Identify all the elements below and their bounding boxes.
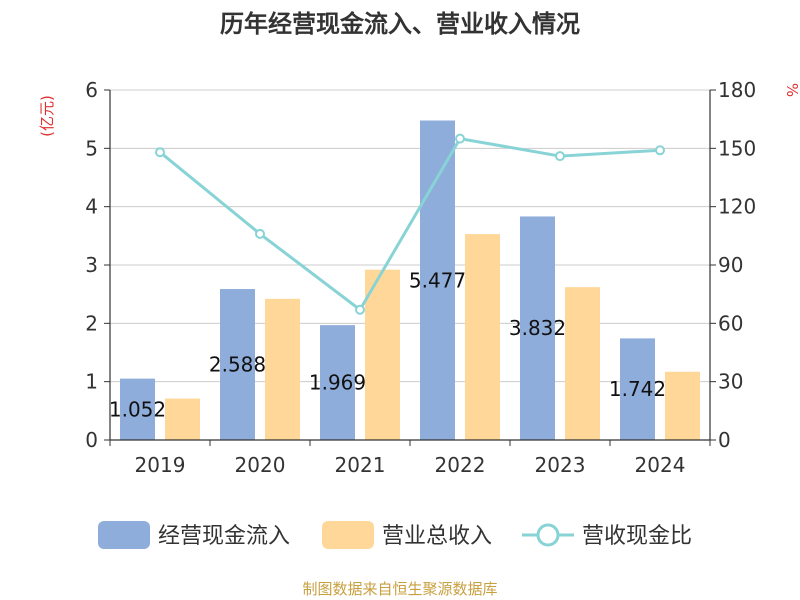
x-tick-label: 2024 — [635, 453, 686, 477]
y-left-tick-label: 1 — [85, 370, 98, 394]
y-left-tick-label: 2 — [85, 311, 98, 335]
x-tick-label: 2022 — [435, 453, 486, 477]
y-left-tick-label: 4 — [85, 195, 98, 219]
legend-label: 经营现金流入 — [158, 524, 290, 549]
bar-cash-inflow — [320, 325, 355, 440]
x-tick-label: 2019 — [135, 453, 186, 477]
bar-cash-inflow — [520, 216, 555, 440]
line-point — [555, 151, 565, 162]
y-right-tick-label: 0 — [718, 428, 731, 452]
chart-title: 历年经营现金流入、营业收入情况 — [220, 10, 580, 38]
line-point — [455, 133, 465, 144]
bar-revenue — [365, 269, 400, 440]
source-note: 制图数据来自恒生聚源数据库 — [302, 580, 497, 598]
y-left-tick-label: 3 — [85, 253, 98, 277]
legend-label: 营收现金比 — [582, 524, 692, 549]
y-left-tick-label: 5 — [85, 136, 98, 160]
y-right-tick-label: 150 — [718, 136, 756, 160]
bar-revenue — [165, 398, 200, 440]
y-right-tick-label: 60 — [718, 311, 743, 335]
y-right-tick-label: 180 — [718, 78, 756, 102]
legend-swatch — [98, 521, 150, 549]
x-tick-label: 2023 — [535, 453, 586, 477]
data-label: 1.969 — [309, 371, 366, 395]
line-point — [355, 304, 365, 315]
y-right-unit: % — [783, 83, 800, 97]
line-point — [655, 145, 665, 156]
data-label: 3.832 — [509, 316, 566, 340]
line-point — [255, 228, 265, 239]
bar-cash-inflow — [120, 378, 155, 440]
data-label: 1.052 — [109, 397, 166, 421]
y-left-tick-label: 0 — [85, 428, 98, 452]
x-tick-label: 2020 — [235, 453, 286, 477]
bar-revenue — [465, 234, 500, 440]
line-point — [155, 147, 165, 158]
line-cash-revenue-ratio — [159, 136, 661, 312]
y-right-tick-label: 120 — [718, 195, 756, 219]
data-label: 2.588 — [209, 353, 266, 377]
y-right-tick-label: 30 — [718, 370, 743, 394]
bar-cash-inflow — [420, 120, 455, 440]
legend-label: 营业总收入 — [382, 524, 492, 549]
bar-revenue — [265, 298, 300, 440]
y-left-unit: (亿元) — [38, 95, 56, 137]
y-left-tick-label: 6 — [85, 78, 98, 102]
y-right-tick-label: 90 — [718, 253, 743, 277]
bar-revenue — [565, 287, 600, 440]
bar-cash-inflow — [220, 289, 255, 440]
bar-revenue — [665, 371, 700, 440]
data-label: 5.477 — [409, 268, 466, 292]
bar-cash-inflow — [620, 338, 655, 440]
x-tick-label: 2021 — [335, 453, 386, 477]
data-label: 1.742 — [609, 377, 666, 401]
legend-swatch — [322, 521, 374, 549]
legend-marker — [536, 523, 560, 547]
